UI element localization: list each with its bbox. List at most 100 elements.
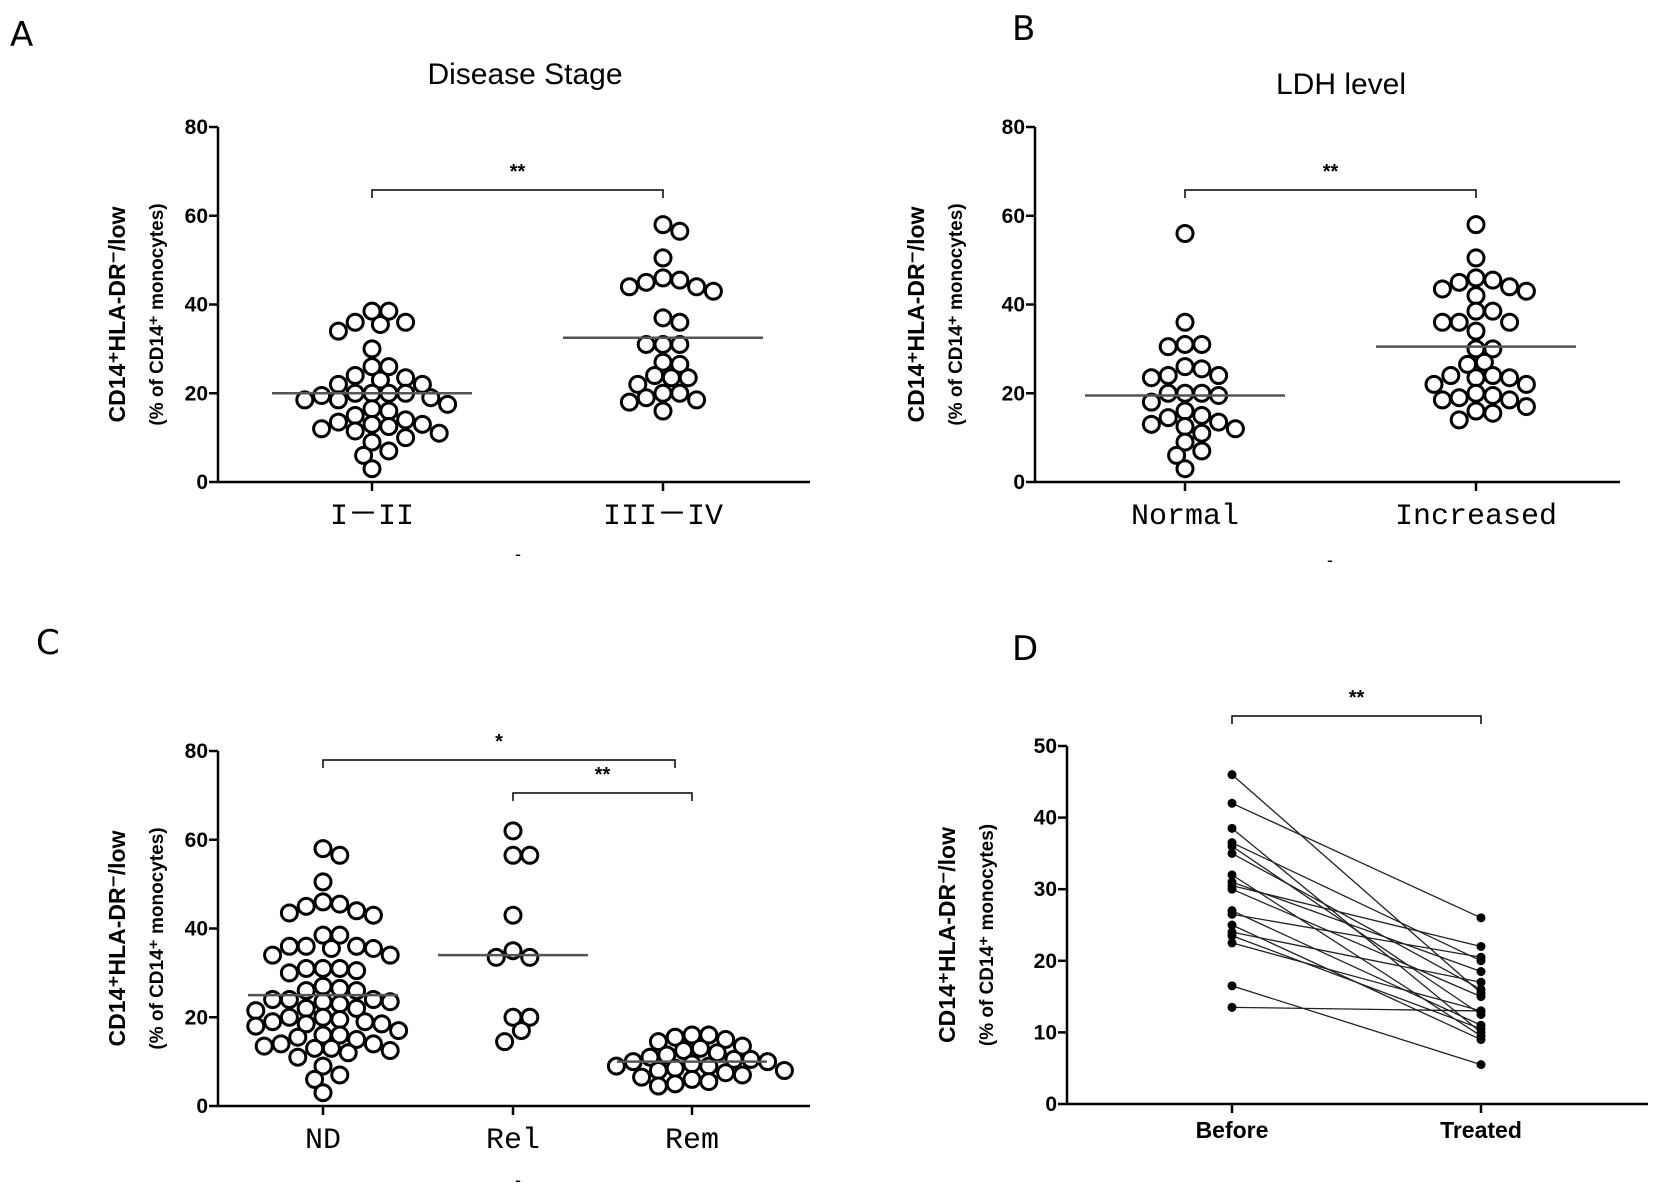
panel-C-data-point xyxy=(279,1007,299,1027)
panel-A-data-point xyxy=(678,368,698,388)
panel-C-data-point xyxy=(330,894,350,914)
panel-C-data-point xyxy=(313,839,333,859)
panel-B-data-point xyxy=(1500,312,1520,332)
panel-D-x-label: Before xyxy=(1196,1117,1269,1143)
panel-C-data-point xyxy=(296,936,316,956)
panel-B-data-point xyxy=(1449,388,1469,408)
panel-C-x-label: ND xyxy=(305,1124,341,1158)
panel-D-pair-line xyxy=(1231,884,1482,948)
panel-D-before-point xyxy=(1227,938,1237,948)
panel-D-x-label: Treated xyxy=(1440,1117,1522,1143)
panel-C-data-point xyxy=(330,925,350,945)
panel-A-data-point xyxy=(619,392,639,412)
panel-B-data-point xyxy=(1432,279,1452,299)
panel-A-data-point xyxy=(379,301,399,321)
panel-C-data-point xyxy=(380,945,400,965)
panel-letter-d: D xyxy=(1012,629,1038,669)
panel-B-significance-label: ** xyxy=(1323,161,1339,183)
panel-B-data-point xyxy=(1158,337,1178,357)
panel-B-y-label: CD14⁺HLA-DR⁻/low xyxy=(903,206,929,422)
panel-C-data-point xyxy=(330,845,350,865)
panel-B-data-point xyxy=(1466,321,1486,341)
panel-D-treated-point xyxy=(1476,913,1486,923)
panel-D-pair-line xyxy=(1231,985,1482,1066)
panel-C-data-point xyxy=(486,947,506,967)
panel-C-data-point xyxy=(271,1034,291,1054)
panel-B-significance-bracket xyxy=(1184,189,1477,198)
panel-C-data-point xyxy=(495,1032,515,1052)
panel-C-data-point xyxy=(648,1032,668,1052)
panel-A-y-sublabel: (% of CD14⁺ monocytes) xyxy=(147,203,168,425)
panel-C-data-point xyxy=(380,992,400,1012)
panel-D-y-tick-label: 0 xyxy=(1045,1093,1057,1116)
panel-C-data-point xyxy=(288,1027,308,1047)
panel-A-significance-bracket xyxy=(371,189,664,198)
panel-A-data-point xyxy=(379,441,399,461)
panel-B-data-point xyxy=(1466,286,1486,306)
panel-A-data-point xyxy=(345,312,365,332)
panel-C-y-sublabel: (% of CD14⁺ monocytes) xyxy=(147,827,168,1049)
panel-B-data-point xyxy=(1192,359,1212,379)
panel-D-before-point xyxy=(1227,981,1237,991)
panel-A-data-point xyxy=(312,385,332,405)
panel-D-pair-line xyxy=(1231,931,1482,983)
panel-B-data-point xyxy=(1175,459,1195,479)
panel-A-data-point xyxy=(429,423,449,443)
panel-C-significance-bracket xyxy=(322,759,676,768)
panel-B-data-point xyxy=(1192,441,1212,461)
panel-A-data-point xyxy=(328,412,348,432)
panel-A-data-point xyxy=(362,414,382,434)
panel-B-data-point xyxy=(1466,368,1486,388)
panel-D-pair-line xyxy=(1231,774,1482,994)
panel-A-data-point xyxy=(636,388,656,408)
panel-A-x-label: I－II xyxy=(330,500,414,534)
panel-B-data-point xyxy=(1500,390,1520,410)
panel-B-data-point xyxy=(1483,385,1503,405)
panel-B-data-point xyxy=(1483,403,1503,423)
panel-C-data-point xyxy=(520,1007,540,1027)
panel-B-data-point xyxy=(1158,383,1178,403)
panel-A-data-point xyxy=(379,417,399,437)
panel-D-y-tick-label: 40 xyxy=(1034,807,1057,830)
panel-C-data-point xyxy=(716,1029,736,1049)
panel-B-data-point xyxy=(1175,417,1195,437)
panel-A-data-point xyxy=(687,277,707,297)
panel-B-data-point xyxy=(1466,401,1486,421)
panel-B-data-point xyxy=(1175,357,1195,377)
panel-C-data-point xyxy=(632,1067,652,1087)
panel-B-data-point xyxy=(1500,368,1520,388)
panel-A-data-point xyxy=(670,334,690,354)
panel-C-data-point xyxy=(347,901,367,921)
panel-d-plot: 0 10 20 30 40 50 Before Treated CD14⁺HLA-DR⁻/low… xyxy=(934,687,1648,1143)
panel-A-data-point xyxy=(670,312,690,332)
panel-D-pair-line xyxy=(1231,942,1482,1012)
panel-A-data-point xyxy=(628,374,648,394)
panel-B-x-label: Increased xyxy=(1395,500,1557,534)
panel-A-data-point xyxy=(687,390,707,410)
panel-A-data-point xyxy=(396,428,416,448)
panel-C-data-point xyxy=(389,1021,409,1041)
panel-B-data-point xyxy=(1483,339,1503,359)
panel-D-treated-point xyxy=(1476,1060,1486,1070)
panel-C-data-point xyxy=(338,1043,358,1063)
panel-A-significance-label: ** xyxy=(510,161,526,183)
panel-A-y-tick-label: 60 xyxy=(185,205,208,228)
panel-D-before-point xyxy=(1227,909,1237,919)
panel-D-treated-point xyxy=(1476,941,1486,951)
panel-B-data-point xyxy=(1466,301,1486,321)
panel-B-data-point xyxy=(1466,268,1486,288)
panel-C-data-point xyxy=(674,1041,694,1061)
panel-C-data-point xyxy=(313,976,333,996)
panel-C-data-point xyxy=(296,1014,316,1034)
panel-A-y-tick-label: 80 xyxy=(185,116,208,139)
panel-B-data-point xyxy=(1175,432,1195,452)
panel-D-y-tick-label: 30 xyxy=(1034,878,1057,901)
panel-C-x-label: Rel xyxy=(486,1124,540,1158)
panel-A-y-tick-label: 20 xyxy=(185,382,208,405)
panel-B-data-point xyxy=(1141,368,1161,388)
panel-letter-a: A xyxy=(10,15,33,55)
panel-letter-b: B xyxy=(1012,9,1035,49)
panel-C-data-point xyxy=(288,1047,308,1067)
panel-C-data-point xyxy=(716,1063,736,1083)
